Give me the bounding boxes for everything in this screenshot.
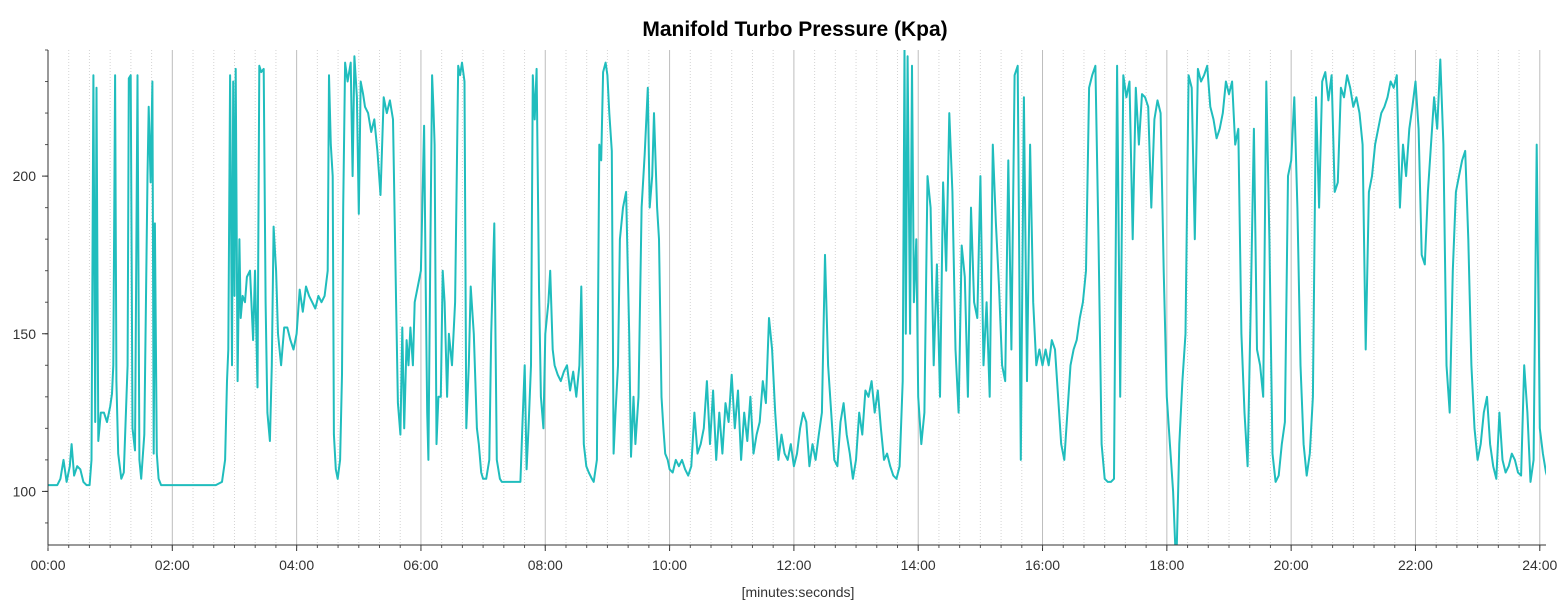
x-tick-label: 10:00 — [652, 557, 687, 573]
y-tick-label: 100 — [13, 483, 37, 499]
x-tick-label: 12:00 — [776, 557, 811, 573]
x-tick-label: 08:00 — [528, 557, 563, 573]
x-tick-label: 04:00 — [279, 557, 314, 573]
y-tick-label: 200 — [13, 168, 37, 184]
x-tick-label: 24:00 — [1522, 557, 1557, 573]
grid — [47, 50, 1541, 545]
x-tick-label: 02:00 — [155, 557, 190, 573]
series-line-0 — [48, 50, 1546, 545]
x-tick-label: 16:00 — [1025, 557, 1060, 573]
series-layer — [48, 50, 1546, 545]
x-tick-label: 22:00 — [1398, 557, 1433, 573]
axes: 00:00 02:00 04:00 06:00 08:00 10:00 12:00 14:00… — [13, 49, 1558, 573]
x-tick-label: 06:00 — [403, 557, 438, 573]
x-tick-label: 20:00 — [1274, 557, 1309, 573]
x-axis-label: [minutes:seconds] — [742, 584, 855, 600]
x-tick-label: 14:00 — [901, 557, 936, 573]
chart-title: Manifold Turbo Pressure (Kpa) — [642, 18, 947, 41]
y-tick-label: 150 — [13, 326, 37, 342]
x-tick-label: 00:00 — [30, 557, 65, 573]
x-tick-label: 18:00 — [1149, 557, 1184, 573]
